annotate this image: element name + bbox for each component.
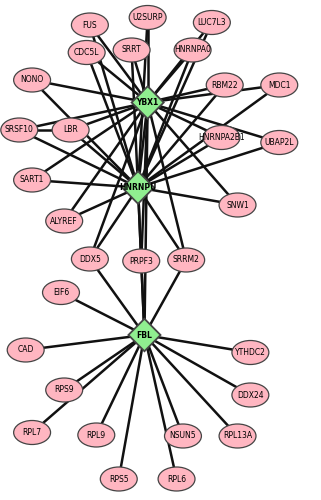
Ellipse shape xyxy=(42,280,80,304)
Ellipse shape xyxy=(13,168,51,192)
Text: LBR: LBR xyxy=(63,126,78,134)
Text: YTHDC2: YTHDC2 xyxy=(235,348,266,357)
Text: DDX5: DDX5 xyxy=(79,254,101,264)
Ellipse shape xyxy=(1,118,38,142)
Ellipse shape xyxy=(129,6,166,30)
Text: NSUN5: NSUN5 xyxy=(170,432,196,440)
Text: NONO: NONO xyxy=(21,76,44,84)
Text: SRSF10: SRSF10 xyxy=(5,126,34,134)
Text: UBAP2L: UBAP2L xyxy=(265,138,294,147)
Ellipse shape xyxy=(113,38,150,62)
Text: SART1: SART1 xyxy=(20,176,44,184)
Text: RPS9: RPS9 xyxy=(54,386,74,394)
Ellipse shape xyxy=(7,338,44,362)
Ellipse shape xyxy=(100,467,137,491)
Text: RBM22: RBM22 xyxy=(212,80,238,90)
Ellipse shape xyxy=(232,340,269,364)
Text: HNRNPA2B1: HNRNPA2B1 xyxy=(198,133,245,142)
Ellipse shape xyxy=(68,40,105,64)
Text: LUC7L3: LUC7L3 xyxy=(197,18,226,27)
Polygon shape xyxy=(132,86,164,118)
Ellipse shape xyxy=(158,467,195,491)
Ellipse shape xyxy=(193,10,230,34)
Ellipse shape xyxy=(261,130,298,154)
Text: EIF6: EIF6 xyxy=(53,288,69,297)
Ellipse shape xyxy=(72,247,108,271)
Text: RPS5: RPS5 xyxy=(109,474,129,484)
Ellipse shape xyxy=(232,383,269,407)
Ellipse shape xyxy=(123,249,160,273)
Text: SNW1: SNW1 xyxy=(226,200,249,209)
Text: SRRT: SRRT xyxy=(122,46,142,54)
Text: CAD: CAD xyxy=(17,346,34,354)
Ellipse shape xyxy=(52,118,89,142)
Text: DDX24: DDX24 xyxy=(237,390,264,400)
Ellipse shape xyxy=(46,209,83,233)
Ellipse shape xyxy=(219,424,256,448)
Ellipse shape xyxy=(72,13,108,37)
Ellipse shape xyxy=(261,73,298,97)
Ellipse shape xyxy=(174,38,211,62)
Text: ALYREF: ALYREF xyxy=(50,216,78,226)
Ellipse shape xyxy=(164,424,202,448)
Text: RPL13A: RPL13A xyxy=(223,432,252,440)
Text: YBX1: YBX1 xyxy=(136,98,159,107)
Ellipse shape xyxy=(46,378,83,402)
Text: FUS: FUS xyxy=(82,20,97,30)
Ellipse shape xyxy=(168,248,205,272)
Polygon shape xyxy=(122,171,154,204)
Text: HNRNPA0: HNRNPA0 xyxy=(174,46,211,54)
Text: CDC5L: CDC5L xyxy=(74,48,100,57)
Ellipse shape xyxy=(78,423,115,447)
Text: U2SURP: U2SURP xyxy=(132,13,163,22)
Text: RPL9: RPL9 xyxy=(87,430,106,440)
Polygon shape xyxy=(128,319,160,351)
Text: RPL6: RPL6 xyxy=(167,474,186,484)
Ellipse shape xyxy=(206,73,243,97)
Ellipse shape xyxy=(13,420,51,444)
Text: RPL7: RPL7 xyxy=(22,428,42,437)
Ellipse shape xyxy=(203,126,240,150)
Text: HNRNPU: HNRNPU xyxy=(119,183,157,192)
Text: FBL: FBL xyxy=(136,330,152,340)
Text: SRRM2: SRRM2 xyxy=(173,256,200,264)
Ellipse shape xyxy=(13,68,51,92)
Text: MDC1: MDC1 xyxy=(268,80,291,90)
Text: PRPF3: PRPF3 xyxy=(129,256,153,266)
Ellipse shape xyxy=(219,193,256,217)
